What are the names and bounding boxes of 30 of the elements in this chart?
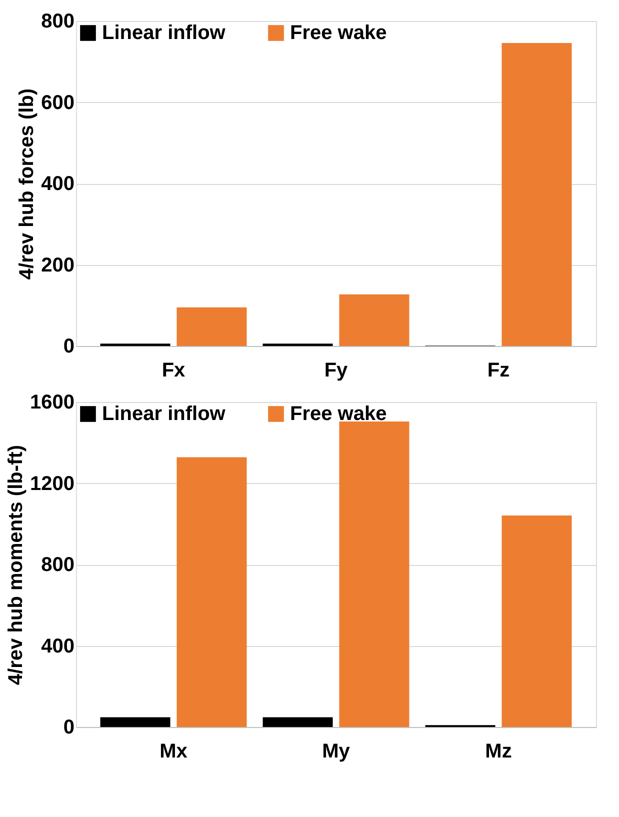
y-tick-label: 1600 — [30, 392, 74, 414]
bar — [262, 717, 333, 727]
y-tick-label: 0 — [63, 716, 74, 738]
legend-label: Free wake — [290, 22, 387, 44]
bar — [502, 516, 572, 727]
x-tick-label: Fz — [487, 360, 510, 382]
legend-label: Linear inflow — [102, 403, 226, 425]
y-axis-title: 4/rev hub moments (lb-ft) — [5, 444, 28, 686]
bar — [502, 42, 572, 346]
y-tick-label: 0 — [63, 336, 74, 358]
y-tick-label: 400 — [41, 173, 74, 195]
bar — [339, 294, 410, 346]
bar — [339, 422, 410, 727]
bar — [176, 307, 247, 346]
bar — [100, 717, 170, 727]
y-axis-title: 4/rev hub forces (lb) — [16, 88, 38, 280]
legend-label: Free wake — [290, 403, 387, 425]
x-tick-label: My — [322, 740, 351, 762]
x-tick-label: Fx — [162, 360, 186, 382]
y-tick-label: 800 — [41, 554, 74, 576]
x-tick-label: Mx — [160, 740, 188, 762]
x-tick-label: Fy — [324, 360, 349, 382]
legend-label: Linear inflow — [102, 22, 226, 44]
y-tick-label: 800 — [41, 10, 74, 32]
y-tick-label: 600 — [41, 92, 74, 114]
x-tick-label: Mz — [485, 740, 512, 762]
bar — [176, 457, 247, 727]
y-tick-label: 1200 — [30, 472, 74, 495]
y-tick-label: 400 — [41, 635, 74, 658]
y-tick-label: 200 — [41, 254, 74, 276]
